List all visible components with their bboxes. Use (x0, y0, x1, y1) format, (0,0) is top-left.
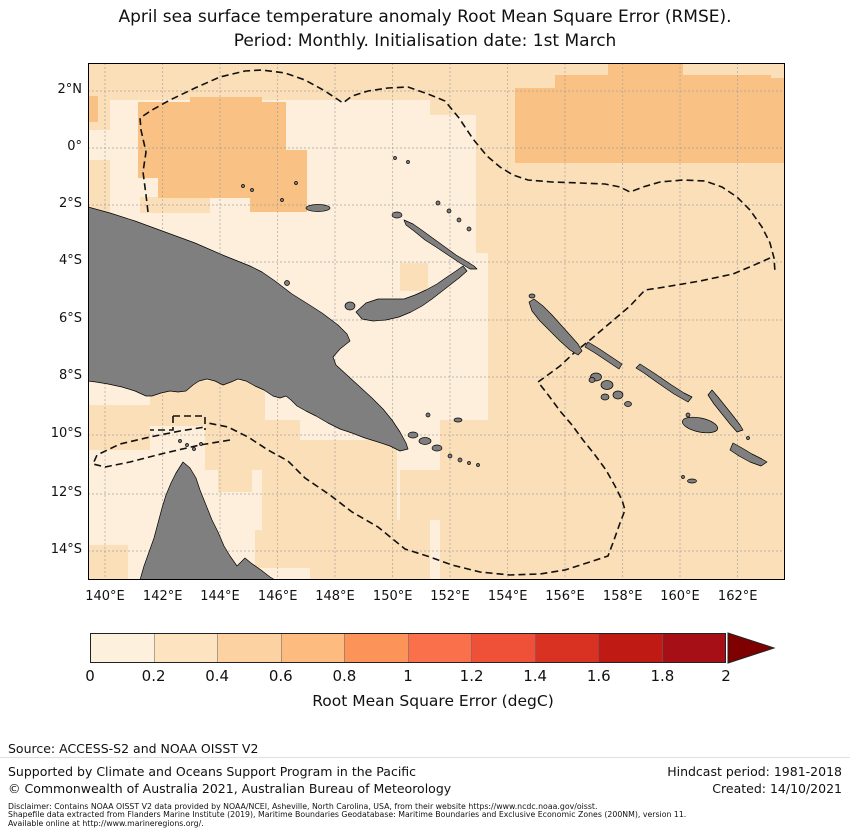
source-text: Source: ACCESS-S2 and NOAA OISST V2 (8, 741, 259, 756)
island-umboi (344, 301, 356, 311)
eez-boundary-lines (91, 69, 776, 576)
lat-tick: 14°S (50, 542, 82, 557)
lon-tick: 162°E (717, 589, 758, 604)
lon-tick: 152°E (430, 589, 470, 604)
colorbar (90, 633, 726, 663)
island-rennell (687, 478, 697, 484)
lat-tick: 0° (67, 139, 82, 154)
colorbar-segment (91, 634, 154, 662)
colorbar-segment (534, 634, 598, 662)
copyright-text: © Commonwealth of Australia 2021, Austra… (8, 781, 452, 796)
island-trobriand (425, 412, 431, 418)
land-cape-york (139, 461, 276, 580)
colorbar-segments (91, 634, 725, 662)
hindcast-text: Hindcast period: 1981-2018 (667, 764, 842, 779)
grid-lines (88, 63, 785, 580)
lat-tick: 6°S (58, 311, 82, 326)
land-masses (88, 156, 768, 580)
figure-title: April sea surface temperature anomaly Ro… (0, 5, 850, 53)
land-makira (729, 442, 768, 467)
map-plot (88, 63, 785, 580)
colorbar-extend-arrow (727, 632, 776, 664)
lon-tick: 140°E (85, 589, 125, 604)
lat-tick: 12°S (50, 485, 82, 500)
island-new-georgia-group (588, 372, 632, 407)
colorbar-tick: 0 (85, 667, 95, 685)
colorbar-segment (407, 634, 471, 662)
lon-tick: 144°E (200, 589, 240, 604)
land-new-ireland (403, 219, 478, 270)
supported-text: Supported by Climate and Oceans Support … (8, 764, 417, 779)
title-line-2: Period: Monthly. Initialisation date: 1s… (233, 31, 617, 51)
lon-tick: 160°E (660, 589, 700, 604)
disclaimer-line-3: Available online at http://www.marinereg… (8, 818, 204, 828)
island-dentrecasteaux-group (407, 431, 443, 452)
disclaimer-text: Disclaimer: Contains NOAA OISST V2 data … (8, 802, 848, 828)
colorbar-tick: 0.4 (205, 667, 230, 685)
lat-tick: 4°S (58, 253, 82, 268)
lon-tick: 142°E (142, 589, 183, 604)
footer-divider (0, 757, 850, 758)
lat-tick: 2°N (57, 82, 83, 97)
land-bougainville (528, 298, 583, 356)
colorbar-tick: 0.6 (268, 667, 293, 685)
colorbar-tick: 1.8 (650, 667, 675, 685)
colorbar-tick: 2 (721, 667, 731, 685)
map-border (88, 63, 785, 580)
island-manus (305, 204, 331, 212)
island-new-hanover (391, 211, 403, 219)
island-bellona (681, 475, 685, 479)
lon-tick: 148°E (315, 589, 355, 604)
colorbar-tick: 0.8 (332, 667, 357, 685)
colorbar-tick: 1.6 (586, 667, 611, 685)
lon-tick: 150°E (372, 589, 413, 604)
island-woodlark (453, 417, 463, 423)
land-malaita (707, 389, 744, 433)
colorbar-tick: 0.2 (141, 667, 166, 685)
island-karkar (284, 280, 290, 286)
island-buka (528, 293, 536, 299)
disclaimer-line-1: Disclaimer: Contains NOAA OISST V2 data … (8, 802, 598, 811)
colorbar-segment (598, 634, 662, 662)
colorbar-label: Root Mean Square Error (degC) (312, 692, 554, 710)
colorbar-segment (661, 634, 725, 662)
colorbar-tick: 1.2 (459, 667, 484, 685)
land-choiseul (584, 341, 623, 370)
island-north-coast-dots (241, 156, 410, 202)
island-torres-strait-dots (178, 439, 203, 451)
land-santa-isabel (635, 363, 693, 403)
colorbar-segment (217, 634, 281, 662)
lon-tick: 158°E (602, 589, 643, 604)
lat-tick: 2°S (58, 196, 82, 211)
lon-tick: 154°E (487, 589, 528, 604)
island-ulawa (746, 436, 750, 440)
lat-tick: 8°S (58, 368, 82, 383)
colorbar-segment (280, 634, 344, 662)
land-guadalcanal (681, 416, 719, 434)
disclaimer-line-2: Shapefile data extracted from Flanders M… (8, 810, 687, 820)
colorbar-tick: 1 (403, 667, 413, 685)
colorbar-segment (153, 634, 217, 662)
title-line-1: April sea surface temperature anomaly Ro… (118, 7, 732, 27)
colorbar-segment (344, 634, 408, 662)
colorbar-segment (471, 634, 535, 662)
colorbar-tick: 1.4 (523, 667, 548, 685)
lon-tick: 146°E (257, 589, 298, 604)
created-text: Created: 14/10/2021 (712, 781, 842, 796)
land-new-britain (355, 265, 468, 322)
island-tabar-lihir-chain (435, 200, 472, 232)
island-florida (685, 412, 691, 418)
land-new-guinea (88, 206, 409, 452)
lat-tick: 10°S (50, 426, 82, 441)
sea-rmse-high (88, 63, 785, 212)
lon-tick: 156°E (545, 589, 585, 604)
island-louisiade-group (447, 453, 480, 467)
